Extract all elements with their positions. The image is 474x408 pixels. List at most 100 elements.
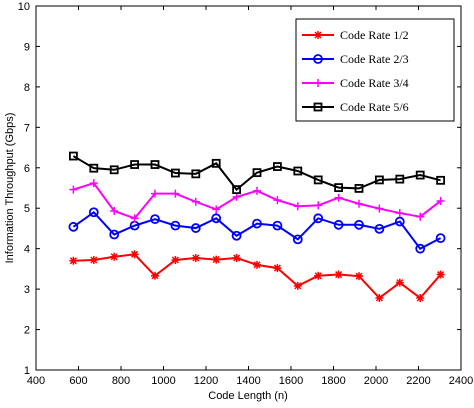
legend-entry: Code Rate 2/3 bbox=[302, 52, 409, 66]
data-point-circle bbox=[88, 207, 99, 218]
y-tick-label: 5 bbox=[24, 203, 30, 215]
data-point-star bbox=[232, 253, 241, 262]
x-tick-label: 2000 bbox=[364, 375, 388, 387]
data-point-circle bbox=[435, 233, 446, 244]
data-point-square bbox=[272, 162, 282, 171]
x-tick-label: 1000 bbox=[151, 375, 175, 387]
y-tick-label: 7 bbox=[24, 122, 30, 134]
data-point-square bbox=[232, 185, 242, 195]
data-point-circle bbox=[150, 214, 160, 225]
legend-label: Code Rate 3/4 bbox=[340, 76, 409, 90]
axes: 400 600 800 1000 1200 1400 1600 1800 2000 2200 240… bbox=[18, 1, 473, 387]
y-tick-label: 4 bbox=[24, 244, 30, 256]
data-point-star bbox=[253, 260, 261, 269]
data-point-square bbox=[334, 183, 344, 192]
data-point-star bbox=[375, 294, 384, 303]
data-point-square bbox=[374, 175, 384, 185]
data-point-square bbox=[69, 151, 78, 161]
legend-entry: Code Rate 5/6 bbox=[302, 100, 409, 114]
data-point-star bbox=[314, 271, 323, 280]
data-point-plus bbox=[89, 179, 98, 188]
data-point-star bbox=[293, 281, 302, 290]
data-point-plus bbox=[334, 193, 343, 202]
data-point-star bbox=[314, 31, 322, 39]
data-point-star bbox=[416, 294, 425, 303]
legend-label: Code Rate 5/6 bbox=[340, 100, 409, 114]
data-point-plus bbox=[355, 199, 363, 208]
data-point-circle bbox=[415, 243, 426, 254]
data-point-plus bbox=[191, 197, 200, 206]
data-point-star bbox=[334, 270, 343, 279]
data-point-circle bbox=[68, 221, 79, 232]
data-point-plus bbox=[314, 201, 323, 210]
data-point-plus bbox=[253, 186, 261, 195]
y-tick-label: 9 bbox=[24, 41, 30, 53]
data-point-star bbox=[355, 272, 363, 281]
data-point-square bbox=[150, 160, 160, 169]
y-tick-label: 3 bbox=[24, 284, 30, 296]
data-point-square bbox=[211, 158, 221, 168]
series-layer bbox=[68, 151, 446, 303]
x-tick-label: 800 bbox=[112, 375, 130, 387]
y-tick-label: 10 bbox=[18, 1, 30, 13]
data-point-star bbox=[273, 264, 282, 273]
data-point-plus bbox=[110, 207, 119, 216]
data-point-plus bbox=[151, 189, 159, 198]
data-point-square bbox=[313, 102, 323, 112]
data-point-circle bbox=[354, 219, 364, 230]
data-point-plus bbox=[69, 185, 78, 194]
data-point-circle bbox=[313, 213, 324, 224]
data-point-circle bbox=[190, 223, 201, 233]
x-tick-label: 400 bbox=[27, 375, 45, 387]
data-point-square bbox=[354, 184, 364, 193]
data-point-star bbox=[69, 256, 78, 265]
data-point-circle bbox=[109, 229, 120, 240]
data-point-star bbox=[436, 270, 445, 279]
data-point-square bbox=[293, 166, 303, 176]
x-tick-label: 1600 bbox=[279, 375, 303, 387]
data-point-star bbox=[89, 255, 98, 264]
y-axis-label: Information Throughput (Gbps) bbox=[4, 113, 16, 264]
data-point-star bbox=[395, 278, 404, 287]
series-line bbox=[72, 155, 441, 192]
x-tick-label: 1200 bbox=[194, 375, 218, 387]
data-point-plus bbox=[273, 196, 282, 205]
data-point-plus bbox=[395, 209, 404, 218]
data-point-circle bbox=[333, 219, 344, 230]
x-tick-label: 2400 bbox=[449, 375, 473, 387]
data-point-square bbox=[252, 168, 262, 178]
data-point-star bbox=[151, 271, 159, 280]
data-point-plus bbox=[314, 79, 322, 87]
data-point-circle bbox=[211, 213, 222, 224]
data-point-circle bbox=[170, 220, 181, 231]
data-point-circle bbox=[374, 223, 385, 234]
data-point-circle bbox=[394, 216, 405, 227]
series-code-rate-2-3 bbox=[68, 207, 446, 254]
y-tick-label: 2 bbox=[24, 325, 30, 337]
data-point-square bbox=[109, 165, 119, 175]
data-point-plus bbox=[130, 214, 139, 223]
data-point-circle bbox=[313, 54, 323, 64]
data-point-star bbox=[110, 252, 119, 261]
series-line bbox=[72, 210, 442, 250]
data-point-star bbox=[212, 255, 221, 264]
y-tick-label: 1 bbox=[24, 365, 30, 377]
data-point-square bbox=[89, 163, 99, 173]
data-point-plus bbox=[171, 189, 180, 198]
series-code-rate-1-2 bbox=[69, 250, 445, 303]
data-point-plus bbox=[293, 202, 302, 211]
data-point-square bbox=[436, 175, 446, 185]
data-point-plus bbox=[232, 192, 241, 201]
series-code-rate-3-4 bbox=[69, 179, 445, 223]
data-point-circle bbox=[292, 234, 303, 245]
data-point-plus bbox=[436, 196, 445, 205]
data-point-circle bbox=[272, 220, 283, 231]
x-tick-label: 2200 bbox=[406, 375, 430, 387]
data-point-square bbox=[130, 160, 140, 169]
data-point-plus bbox=[375, 204, 384, 213]
x-tick-label: 600 bbox=[69, 375, 87, 387]
y-tick-label: 6 bbox=[24, 163, 30, 175]
data-point-square bbox=[170, 168, 180, 178]
data-point-star bbox=[191, 253, 200, 262]
